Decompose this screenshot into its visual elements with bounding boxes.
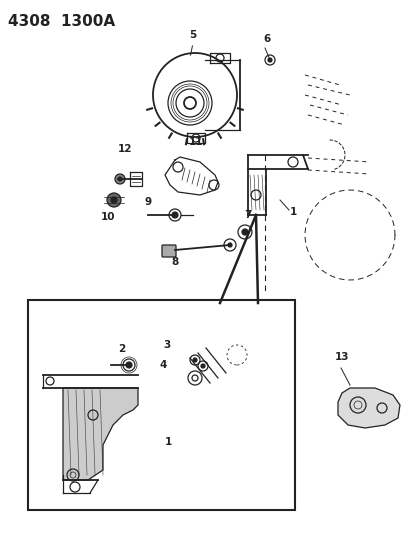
Circle shape [126,362,132,368]
Text: 2: 2 [118,344,125,354]
Text: 9: 9 [144,197,151,207]
Text: 12: 12 [117,144,132,154]
Text: 3: 3 [163,340,170,350]
Text: 1: 1 [165,437,172,447]
Polygon shape [63,388,138,480]
Text: 5: 5 [189,30,196,40]
Circle shape [228,243,231,247]
Text: 7: 7 [244,210,251,220]
Circle shape [115,174,125,184]
Circle shape [201,364,204,368]
Text: 6: 6 [262,34,270,44]
Circle shape [118,177,122,181]
Circle shape [111,197,117,203]
Text: 10: 10 [100,212,115,222]
Text: 1: 1 [289,207,297,217]
FancyBboxPatch shape [161,245,176,257]
Circle shape [171,212,178,218]
Bar [28,300,294,510]
Text: 13: 13 [334,352,349,362]
Polygon shape [337,388,399,428]
Text: 4: 4 [159,360,167,370]
Circle shape [107,193,121,207]
Text: 4308  1300A: 4308 1300A [8,14,115,29]
Text: 8: 8 [171,257,178,267]
Text: 11: 11 [188,137,203,147]
Circle shape [242,229,247,235]
Circle shape [267,58,271,62]
Circle shape [192,358,197,362]
